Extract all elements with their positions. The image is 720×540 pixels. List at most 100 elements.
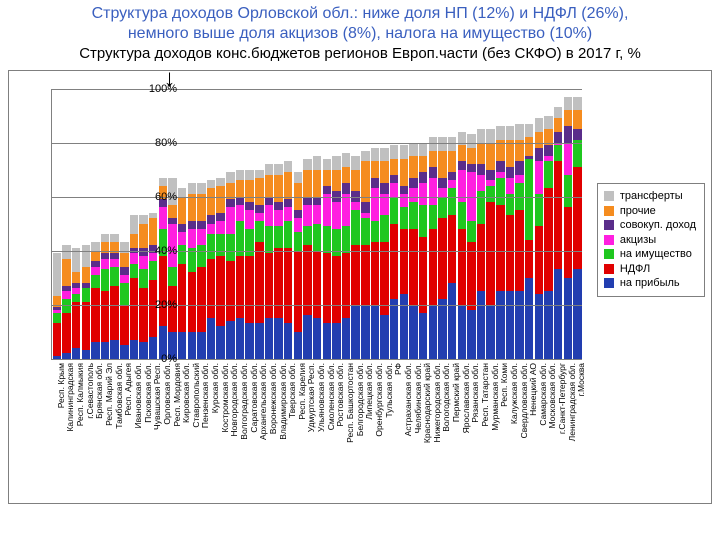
bar-segment [515,124,523,140]
bar-segment [207,180,215,188]
bar-segment [467,148,475,164]
y-tick-label: 60% [155,191,177,203]
bar-segment [91,242,99,250]
bar-segment [429,137,437,151]
bar-segment [351,305,359,359]
bar-segment [342,153,350,167]
bar-segment [554,107,562,118]
bar-segment [265,175,273,197]
legend-label: акцизы [620,234,656,246]
bar-segment [313,197,321,205]
bar-segment [178,232,186,246]
legend-label: прочие [620,205,656,217]
bar-segment [486,202,494,305]
bar-segment [419,205,427,237]
bar-column [274,89,282,359]
bar-segment [53,356,61,359]
bar-segment [91,275,99,289]
bar-column [149,89,157,359]
legend-item: НДФЛ [604,263,696,275]
bar-segment [274,318,282,359]
bar-column [573,89,581,359]
bar-segment [159,178,167,186]
bar-segment [409,305,417,359]
bar-segment [53,296,61,307]
bar-segment [139,269,147,288]
bar-segment [303,197,311,205]
bar-column [303,89,311,359]
legend-item: акцизы [604,234,696,246]
bar-segment [303,159,311,170]
bar-segment [506,291,514,359]
bar-segment [429,167,437,178]
bar-segment [101,269,109,291]
bar-segment [496,161,504,172]
legend-item: на имущество [604,248,696,260]
bar-segment [130,340,138,359]
bar-segment [197,229,205,245]
bar-column [284,89,292,359]
bar-segment [573,97,581,111]
bar-segment [323,194,331,226]
bar-segment [371,161,379,177]
bar-segment [544,145,552,156]
bar-segment [419,143,427,157]
bar-segment [438,188,446,196]
bar-segment [390,299,398,358]
bar-segment [110,340,118,359]
bar-segment [477,291,485,359]
grid-line [52,251,582,252]
bar-segment [265,205,273,227]
bar-column [390,89,398,359]
bar-segment [207,215,215,223]
bar-segment [544,116,552,130]
bar-segment [139,342,147,358]
bar-segment [361,202,369,213]
bar-segment [313,224,321,251]
bar-segment [82,288,90,302]
bar-segment [82,302,90,351]
bar-segment [149,261,157,280]
bar-segment [265,164,273,175]
bar-column [544,89,552,359]
bar-segment [351,210,359,245]
bar-segment [409,156,417,178]
bar-segment [380,183,388,194]
bar-segment [496,178,504,205]
bar-segment [544,188,552,291]
bar-segment [178,188,186,196]
bar-segment [236,197,244,205]
bar-segment [323,323,331,358]
bar-segment [294,210,302,218]
bar-segment [506,126,514,140]
bar-segment [216,213,224,221]
bar-segment [236,205,244,221]
bar-segment [294,172,302,183]
bar-segment [380,215,388,242]
bar-segment [477,143,485,165]
bar-segment [188,229,196,248]
bar-segment [236,318,244,359]
bar-segment [245,229,253,256]
plot-area [51,89,582,360]
bar-column [506,89,514,359]
bar-segment [197,245,205,267]
bar-segment [62,353,70,358]
bar-segment [207,318,215,359]
bar-segment [72,294,80,302]
bar-segment [467,242,475,310]
bar-segment [110,267,118,286]
bar-segment [245,323,253,358]
bar-segment [188,183,196,194]
bar-segment [419,313,427,359]
bar-segment [496,126,504,140]
bar-segment [448,283,456,359]
bar-segment [438,197,446,219]
bar-segment [255,178,263,205]
bar-segment [486,129,494,143]
title-line-1b: немного выше доля акцизов (8%), налога н… [20,24,700,44]
bar-segment [332,256,340,324]
bar-column [361,89,369,359]
bar-segment [506,215,514,291]
y-tick-label: 20% [155,299,177,311]
